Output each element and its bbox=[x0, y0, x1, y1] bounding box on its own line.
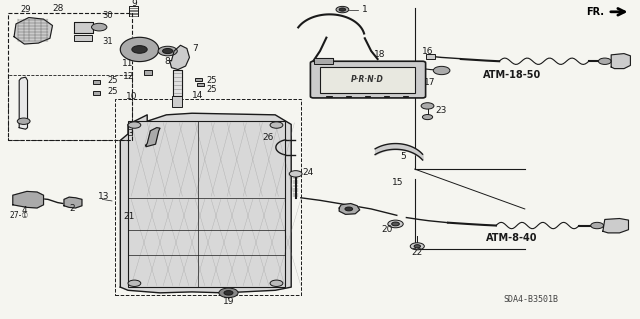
Text: 25: 25 bbox=[206, 76, 216, 85]
Text: 5: 5 bbox=[400, 152, 406, 161]
Text: SDA4-B3501B: SDA4-B3501B bbox=[504, 295, 559, 304]
Text: 21: 21 bbox=[123, 212, 134, 221]
Circle shape bbox=[414, 245, 420, 248]
Bar bbox=[326, 96, 332, 97]
Polygon shape bbox=[611, 54, 630, 69]
Circle shape bbox=[598, 58, 611, 64]
Polygon shape bbox=[64, 197, 82, 208]
Circle shape bbox=[128, 280, 141, 286]
Polygon shape bbox=[14, 18, 52, 44]
Text: P·R·N·D: P·R·N·D bbox=[351, 75, 384, 84]
Text: 31: 31 bbox=[102, 37, 113, 46]
Text: 23: 23 bbox=[435, 106, 447, 115]
Polygon shape bbox=[13, 191, 44, 208]
Text: 9: 9 bbox=[132, 0, 137, 8]
Bar bbox=[8, 75, 132, 140]
Text: 17: 17 bbox=[424, 78, 435, 87]
Circle shape bbox=[92, 23, 107, 31]
Circle shape bbox=[270, 122, 283, 128]
Circle shape bbox=[132, 46, 147, 53]
Text: 11: 11 bbox=[122, 59, 134, 68]
Circle shape bbox=[158, 46, 177, 56]
Polygon shape bbox=[603, 219, 628, 233]
Bar bbox=[93, 91, 100, 95]
Polygon shape bbox=[146, 128, 160, 147]
Polygon shape bbox=[170, 45, 189, 70]
Circle shape bbox=[591, 222, 604, 229]
Bar bbox=[8, 13, 132, 140]
Text: 29: 29 bbox=[20, 5, 31, 14]
Circle shape bbox=[422, 115, 433, 120]
Circle shape bbox=[433, 66, 450, 75]
Circle shape bbox=[392, 222, 399, 226]
Circle shape bbox=[128, 122, 141, 128]
Circle shape bbox=[336, 6, 349, 13]
Circle shape bbox=[17, 118, 30, 124]
Bar bbox=[128, 121, 285, 287]
Text: 30: 30 bbox=[102, 11, 113, 20]
Bar bbox=[172, 96, 182, 107]
Text: 2: 2 bbox=[69, 204, 74, 213]
Polygon shape bbox=[173, 70, 182, 96]
Bar bbox=[365, 96, 370, 97]
Bar bbox=[384, 96, 389, 97]
Polygon shape bbox=[339, 204, 360, 214]
Text: ATM-8-40: ATM-8-40 bbox=[486, 233, 538, 243]
Text: 1: 1 bbox=[362, 5, 367, 14]
Circle shape bbox=[421, 103, 434, 109]
Bar bbox=[346, 96, 351, 97]
Text: 3: 3 bbox=[127, 129, 133, 138]
Bar bbox=[195, 78, 202, 81]
Circle shape bbox=[224, 291, 233, 295]
Text: 15: 15 bbox=[392, 178, 404, 187]
Text: 24: 24 bbox=[303, 168, 314, 177]
Text: 8: 8 bbox=[165, 57, 170, 66]
Text: 4: 4 bbox=[22, 206, 27, 215]
Text: ATM-18-50: ATM-18-50 bbox=[483, 70, 541, 80]
Text: 14: 14 bbox=[192, 91, 204, 100]
Text: 25: 25 bbox=[108, 76, 118, 85]
Bar bbox=[144, 70, 152, 75]
Text: 26: 26 bbox=[262, 133, 274, 142]
Text: 20: 20 bbox=[381, 225, 393, 234]
Text: FR.: FR. bbox=[586, 7, 604, 17]
Text: 25: 25 bbox=[206, 85, 216, 94]
Polygon shape bbox=[120, 113, 291, 293]
Polygon shape bbox=[19, 77, 28, 129]
Circle shape bbox=[345, 207, 353, 211]
Circle shape bbox=[289, 171, 302, 177]
Text: 13: 13 bbox=[98, 192, 109, 201]
Text: 7: 7 bbox=[192, 44, 198, 53]
Text: 10: 10 bbox=[126, 92, 138, 101]
Text: 25: 25 bbox=[108, 87, 118, 96]
Bar bbox=[74, 35, 92, 41]
Text: 22: 22 bbox=[412, 248, 423, 256]
Circle shape bbox=[388, 220, 403, 228]
FancyBboxPatch shape bbox=[310, 61, 426, 98]
Text: 12: 12 bbox=[123, 72, 134, 81]
Circle shape bbox=[219, 288, 238, 298]
Text: 19: 19 bbox=[223, 297, 234, 306]
Text: 27-①: 27-① bbox=[10, 211, 29, 220]
Text: 18: 18 bbox=[374, 50, 385, 59]
Bar bbox=[403, 96, 408, 97]
Bar bbox=[426, 54, 435, 59]
Bar bbox=[197, 83, 204, 86]
Text: 16: 16 bbox=[422, 47, 433, 56]
Text: 28: 28 bbox=[52, 4, 63, 13]
Circle shape bbox=[163, 48, 173, 54]
Polygon shape bbox=[120, 37, 159, 62]
Bar bbox=[74, 22, 93, 33]
Circle shape bbox=[339, 8, 346, 11]
Bar bbox=[93, 80, 100, 84]
Bar bbox=[320, 67, 415, 93]
Circle shape bbox=[410, 243, 424, 250]
Bar bbox=[115, 99, 301, 295]
Bar bbox=[314, 58, 333, 64]
Circle shape bbox=[270, 280, 283, 286]
